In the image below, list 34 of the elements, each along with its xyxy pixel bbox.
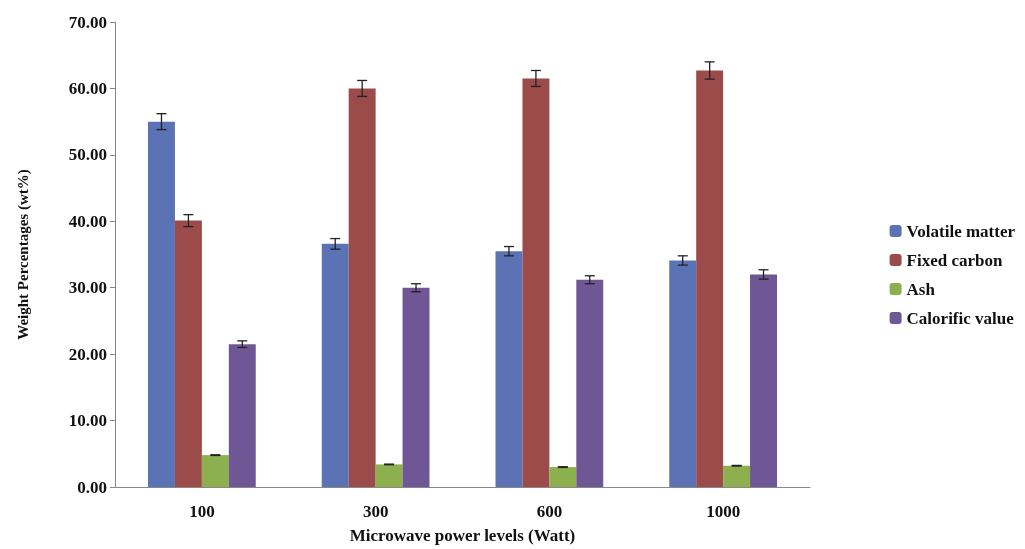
bar: [228, 344, 256, 487]
y-tick-label: 70.00: [68, 12, 107, 32]
y-axis-title: Weight Percentages (wt%): [14, 169, 32, 340]
legend-label: Calorific value: [906, 308, 1015, 328]
y-tick-label: 0.00: [77, 477, 107, 497]
bar: [669, 260, 697, 487]
legend-label: Ash: [906, 279, 936, 299]
bar: [348, 88, 376, 487]
bar: [174, 220, 202, 487]
bar: [723, 465, 751, 487]
x-tick-label: 600: [536, 502, 563, 521]
y-tick-label: 60.00: [68, 78, 107, 98]
bar: [375, 464, 403, 487]
legend-label: Fixed carbon: [906, 250, 1003, 270]
x-tick-label: 300: [362, 502, 389, 521]
x-tick-label: 1000: [706, 502, 741, 521]
y-tick-label: 30.00: [68, 278, 107, 298]
legend-label: Volatile matter: [906, 221, 1016, 241]
x-axis-title: Microwave power levels (Watt): [349, 526, 576, 545]
y-tick-label: 20.00: [68, 344, 107, 364]
x-tick-label: 100: [189, 502, 215, 521]
bar: [696, 70, 724, 487]
bar: [522, 78, 550, 487]
bar: [402, 287, 430, 487]
bar: [148, 121, 175, 487]
y-tick-label: 10.00: [68, 411, 107, 431]
y-tick-label: 40.00: [68, 211, 107, 231]
bar: [549, 467, 577, 487]
bar: [750, 274, 777, 487]
bar: [495, 251, 523, 487]
bar: [321, 243, 349, 487]
bar: [201, 455, 229, 487]
y-tick-label: 50.00: [68, 145, 107, 165]
bar: [576, 279, 604, 487]
